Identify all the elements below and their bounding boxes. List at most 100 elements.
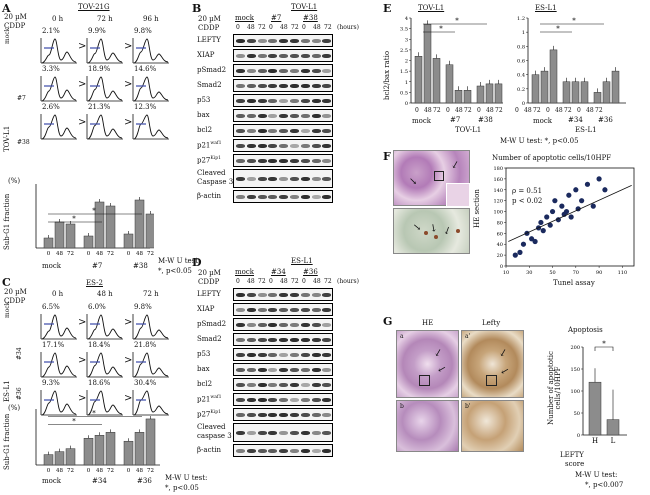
bar	[414, 56, 423, 104]
scatter-point	[563, 208, 570, 215]
scatter-point	[559, 203, 565, 209]
time-label: 72	[291, 24, 299, 31]
protein-band	[279, 308, 289, 312]
protein-band	[279, 398, 289, 402]
bar	[134, 199, 145, 249]
protein-band	[246, 449, 256, 453]
sub-g1-percent: 14.6%	[134, 65, 157, 73]
x-tick-label: 72	[595, 107, 603, 114]
protein-band	[322, 177, 332, 181]
protein-label: Cleaved	[197, 169, 226, 177]
bar	[123, 233, 134, 249]
sub-g1-percent: 9.3%	[42, 379, 60, 387]
blot-strip	[233, 318, 333, 331]
y-unit: (%)	[8, 404, 21, 412]
time-label: 0	[302, 278, 306, 285]
group-label: mock	[412, 117, 432, 125]
panel-label-b: B	[192, 2, 202, 15]
protein-band	[279, 114, 289, 118]
protein-label: bcl2	[197, 126, 213, 134]
flow-histogram	[40, 38, 77, 64]
bar	[145, 213, 154, 249]
time-label: 0	[302, 24, 306, 31]
protein-band	[290, 144, 299, 148]
flow-histogram	[86, 76, 123, 102]
protein-band	[311, 353, 321, 357]
bar	[43, 454, 54, 466]
histogram-trace	[87, 38, 123, 64]
protein-band	[311, 449, 321, 453]
protein-band	[279, 449, 289, 453]
group-label: TOV-L1	[3, 125, 11, 152]
cddp-label: CDDP	[4, 22, 26, 30]
protein-band	[268, 84, 278, 88]
row-label: mock	[4, 27, 11, 44]
protein-band	[311, 383, 321, 387]
scatter-point	[520, 241, 527, 247]
protein-label: p21waf1	[197, 141, 222, 150]
blot-strip	[233, 333, 333, 346]
protein-band	[311, 338, 321, 342]
bar	[134, 432, 145, 466]
x-tick-label: 48	[486, 107, 494, 114]
protein-band	[300, 39, 310, 43]
x-tick-label: 72	[67, 468, 74, 474]
protein-band	[257, 449, 267, 453]
cddp-label: CDDP	[4, 297, 26, 305]
protein-band	[300, 69, 310, 73]
significance-star: *	[92, 409, 96, 417]
protein-band	[322, 129, 332, 133]
sub-g1-percent: 12.3%	[134, 103, 157, 111]
bar	[123, 440, 134, 466]
protein-band	[290, 368, 299, 372]
protein-band	[290, 398, 299, 402]
time-label: 48	[313, 278, 321, 285]
arrow-icon: >	[78, 355, 87, 366]
histogram-trace	[87, 76, 123, 102]
y-tick-label: 1	[522, 30, 525, 36]
protein-band	[290, 195, 299, 199]
cddp-label: 20 µM	[198, 15, 221, 23]
he-image-b: b	[396, 400, 459, 452]
bar	[83, 438, 94, 466]
protein-band	[268, 413, 278, 417]
histogram-trace	[87, 114, 123, 140]
x-tick-label: 0	[477, 107, 481, 114]
protein-band	[268, 39, 278, 43]
protein-band	[300, 383, 310, 387]
protein-band	[311, 114, 321, 118]
protein-band	[246, 159, 256, 163]
sub-g1-percent: 30.4%	[134, 379, 157, 387]
protein-band	[257, 144, 267, 148]
bar	[606, 419, 620, 436]
protein-band	[246, 144, 256, 148]
protein-label: Cleaved	[197, 423, 226, 431]
row-label: #34	[16, 347, 23, 360]
time-label: 48	[247, 24, 255, 31]
blot-strip	[233, 190, 333, 203]
group-label: mock	[42, 477, 62, 485]
group-label: mock	[533, 117, 553, 125]
sub-g1-percent: 21.3%	[88, 103, 111, 111]
protein-band	[236, 338, 245, 342]
protein-band	[236, 39, 245, 43]
protein-band	[236, 195, 245, 199]
protein-band	[290, 338, 299, 342]
time-label: 72 h	[97, 15, 113, 23]
row-label: mock	[4, 301, 11, 318]
protein-band	[279, 383, 289, 387]
protein-band	[246, 114, 256, 118]
flow-histogram	[132, 390, 169, 416]
x-tick-label: 72	[533, 107, 541, 114]
protein-band	[279, 293, 289, 297]
histogram-trace	[133, 76, 169, 102]
y-tick-label: 0.4	[517, 73, 525, 79]
histogram-trace	[41, 76, 77, 102]
protein-band	[300, 114, 310, 118]
bar	[105, 205, 116, 249]
arrow-icon: >	[78, 393, 87, 404]
scatter-point	[602, 187, 608, 193]
group-label: #36	[303, 268, 318, 276]
blot-strip	[233, 124, 333, 137]
scatter-point	[596, 176, 602, 182]
